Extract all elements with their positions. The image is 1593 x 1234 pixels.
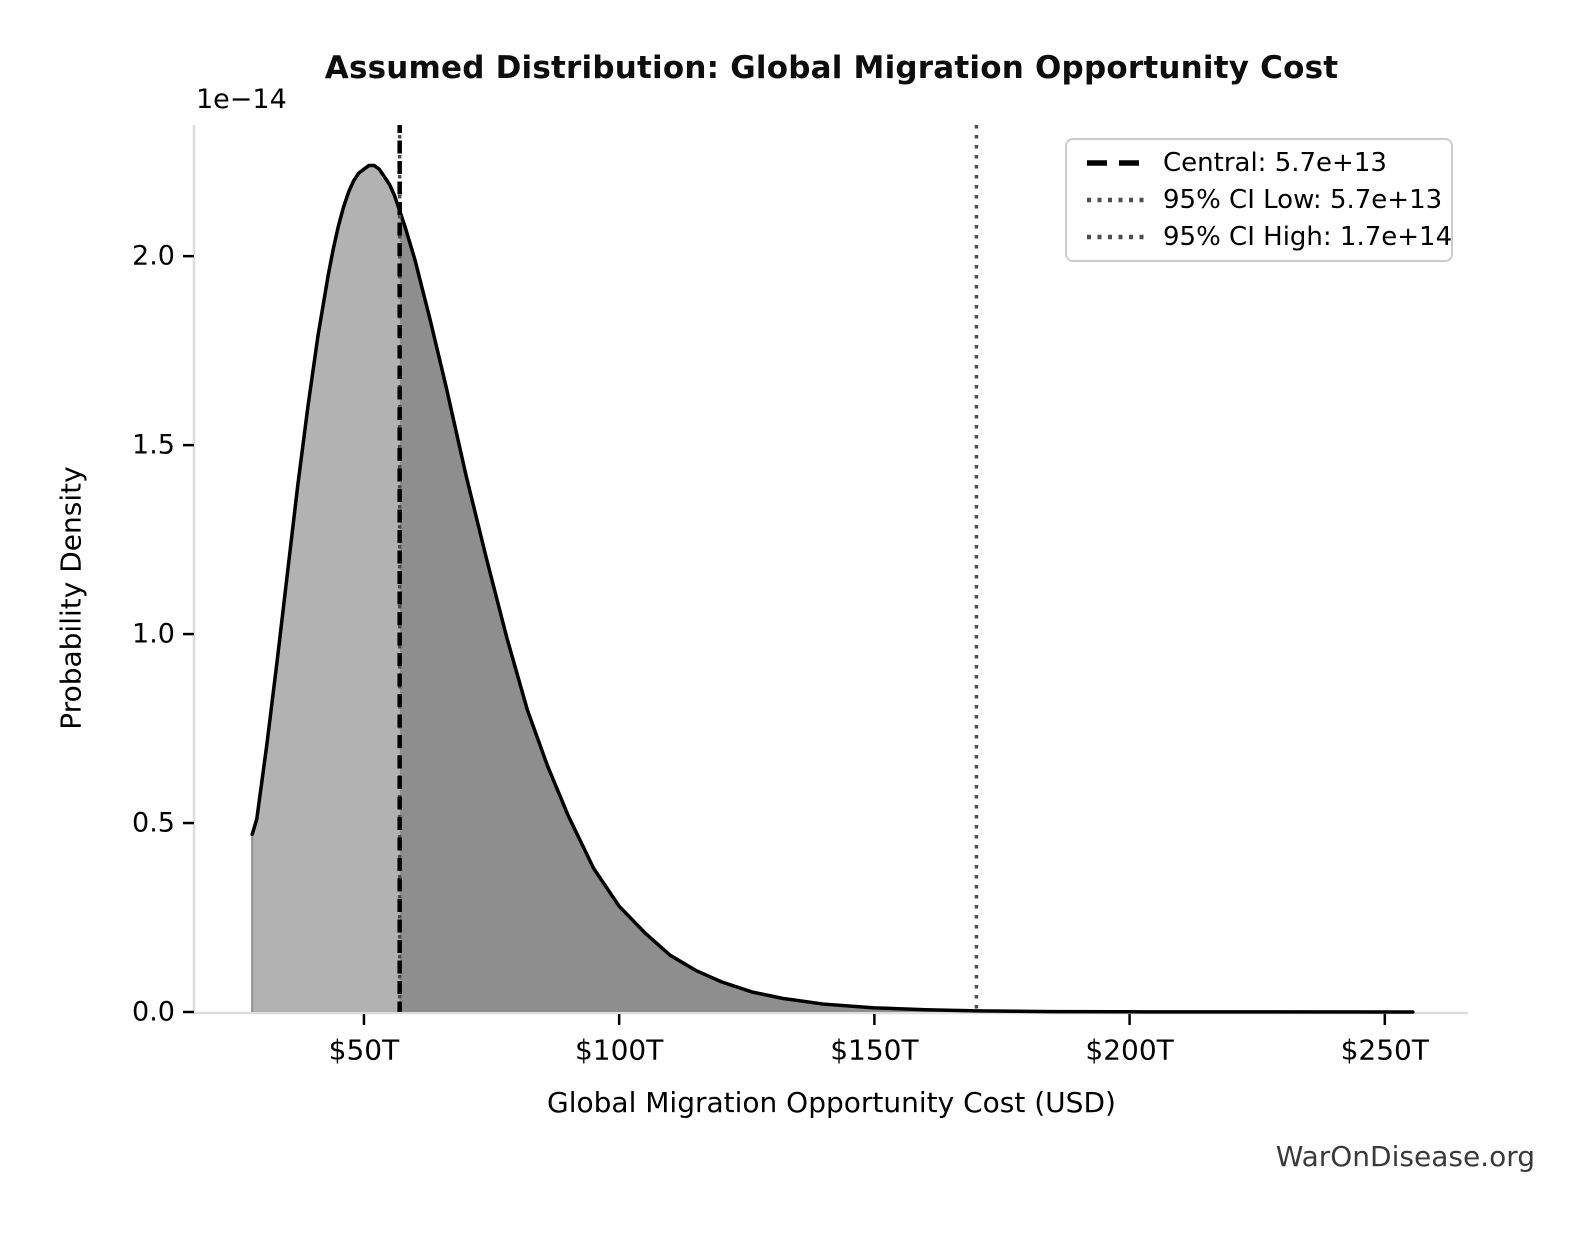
legend-label: Central: 5.7e+13 [1163, 147, 1387, 178]
legend-row: 95% CI Low: 5.7e+13 [1067, 185, 1451, 215]
legend-label: 95% CI High: 1.7e+14 [1163, 222, 1453, 253]
legend-label: 95% CI Low: 5.7e+13 [1163, 184, 1443, 215]
dotted-line-sample-icon [1087, 197, 1145, 203]
dotted-line-sample-icon [1087, 235, 1145, 240]
y-tick-label: 0.0 [132, 997, 175, 1028]
density-curve [250, 163, 1415, 1014]
y-tick-label: 1.5 [132, 430, 175, 461]
fill-left-of-central [252, 165, 400, 1013]
x-tick-label: $150T [830, 1034, 919, 1067]
x-tick-label: $50T [329, 1034, 400, 1067]
dashed-line-sample-icon [1087, 159, 1145, 166]
fill-confidence-interval [399, 210, 977, 1013]
y-tick-label: 1.0 [132, 619, 175, 650]
y-tick-label: 2.0 [132, 241, 175, 272]
x-tick-label: $100T [575, 1034, 664, 1067]
legend-row: Central: 5.7e+13 [1067, 148, 1451, 178]
watermark: WarOnDisease.org [1275, 1140, 1535, 1173]
legend: Central: 5.7e+13 95% CI Low: 5.7e+13 95% C… [1065, 138, 1453, 262]
y-axis-offset-label: 1e−14 [196, 84, 287, 115]
x-axis-label: Global Migration Opportunity Cost (USD) [547, 1086, 1116, 1119]
x-tick-label: $200T [1085, 1034, 1174, 1067]
chart-title: Assumed Distribution: Global Migration O… [324, 50, 1339, 86]
y-tick-label: 0.5 [132, 808, 175, 839]
legend-row: 95% CI High: 1.7e+14 [1067, 222, 1453, 253]
x-tick-label: $250T [1341, 1034, 1430, 1067]
